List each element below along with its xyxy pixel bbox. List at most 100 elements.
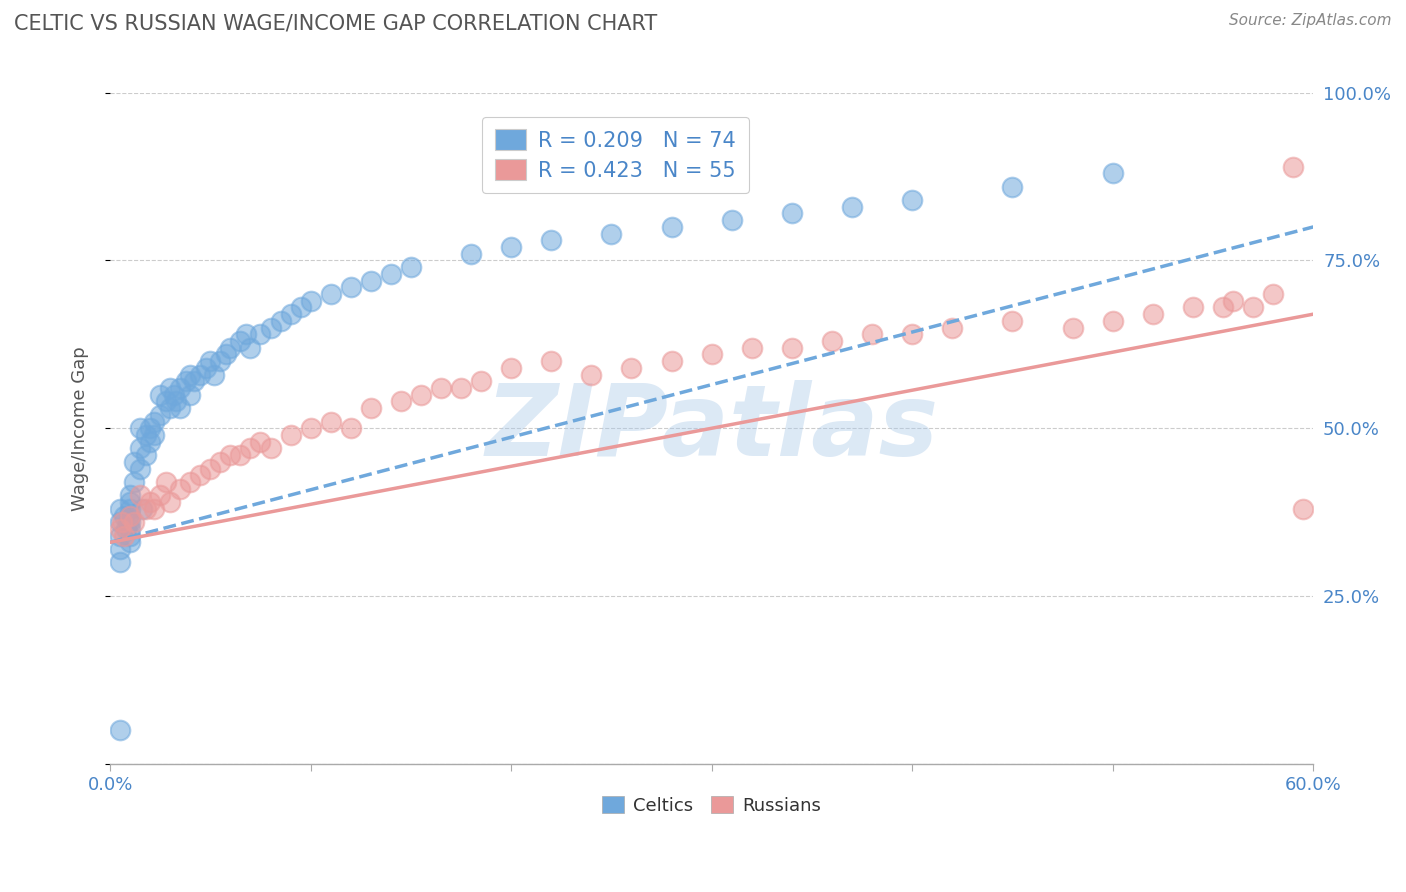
Point xyxy=(159,495,181,509)
Point xyxy=(120,515,142,529)
Point xyxy=(780,206,803,220)
Point xyxy=(239,341,262,355)
Point xyxy=(1142,307,1164,321)
Point xyxy=(165,394,187,409)
Point xyxy=(249,434,271,449)
Point xyxy=(319,415,342,429)
Point xyxy=(108,528,131,542)
Point xyxy=(112,508,135,523)
Point xyxy=(409,387,432,401)
Point xyxy=(1101,166,1123,180)
Point xyxy=(169,381,191,395)
Point xyxy=(129,442,152,456)
Point xyxy=(741,341,763,355)
Point xyxy=(219,448,242,462)
Point xyxy=(169,401,191,416)
Point xyxy=(259,442,281,456)
Point xyxy=(540,233,562,247)
Point xyxy=(120,508,142,523)
Point xyxy=(235,327,257,342)
Point xyxy=(139,421,162,435)
Point xyxy=(111,515,134,529)
Point xyxy=(215,347,238,361)
Point xyxy=(108,542,131,557)
Point xyxy=(450,381,472,395)
Point xyxy=(219,341,242,355)
Point xyxy=(149,488,172,502)
Point xyxy=(155,394,177,409)
Text: Source: ZipAtlas.com: Source: ZipAtlas.com xyxy=(1229,13,1392,29)
Point xyxy=(149,408,172,422)
Point xyxy=(1222,293,1244,308)
Point xyxy=(108,522,131,536)
Point xyxy=(179,475,201,489)
Point xyxy=(1001,179,1024,194)
Point xyxy=(460,246,482,260)
Point xyxy=(120,535,142,549)
Point xyxy=(108,501,131,516)
Point xyxy=(117,515,139,529)
Point xyxy=(122,515,145,529)
Point xyxy=(249,327,271,342)
Point xyxy=(470,374,492,388)
Point xyxy=(155,475,177,489)
Point xyxy=(339,280,361,294)
Point xyxy=(360,274,382,288)
Point xyxy=(280,307,302,321)
Point xyxy=(229,448,252,462)
Point xyxy=(179,387,201,401)
Point xyxy=(901,193,924,207)
Point xyxy=(179,368,201,382)
Point xyxy=(108,723,131,738)
Point xyxy=(174,374,197,388)
Point xyxy=(661,219,683,234)
Point xyxy=(120,522,142,536)
Point xyxy=(860,327,883,342)
Point xyxy=(202,368,225,382)
Text: CELTIC VS RUSSIAN WAGE/INCOME GAP CORRELATION CHART: CELTIC VS RUSSIAN WAGE/INCOME GAP CORREL… xyxy=(14,13,658,33)
Point xyxy=(120,501,142,516)
Point xyxy=(389,394,412,409)
Point xyxy=(1263,287,1285,301)
Point xyxy=(120,488,142,502)
Point xyxy=(143,501,166,516)
Point xyxy=(239,442,262,456)
Point xyxy=(720,213,742,227)
Y-axis label: Wage/Income Gap: Wage/Income Gap xyxy=(72,346,89,510)
Point xyxy=(195,360,218,375)
Point xyxy=(169,482,191,496)
Point xyxy=(129,488,152,502)
Point xyxy=(399,260,422,275)
Point xyxy=(501,240,523,254)
Point xyxy=(339,421,361,435)
Point xyxy=(135,448,157,462)
Point xyxy=(163,387,186,401)
Point xyxy=(112,528,135,542)
Point xyxy=(1181,301,1204,315)
Point xyxy=(1101,314,1123,328)
Point xyxy=(139,434,162,449)
Point xyxy=(200,354,222,368)
Point xyxy=(380,267,402,281)
Point xyxy=(620,360,643,375)
Point xyxy=(149,387,172,401)
Point xyxy=(581,368,603,382)
Point xyxy=(600,227,623,241)
Point xyxy=(120,528,142,542)
Point xyxy=(319,287,342,301)
Point xyxy=(270,314,292,328)
Point xyxy=(129,421,152,435)
Text: ZIPatlas: ZIPatlas xyxy=(485,380,938,476)
Point xyxy=(129,461,152,475)
Point xyxy=(661,354,683,368)
Point xyxy=(135,428,157,442)
Point xyxy=(135,501,157,516)
Point xyxy=(430,381,453,395)
Point xyxy=(941,320,963,334)
Point xyxy=(120,508,142,523)
Point xyxy=(143,428,166,442)
Point xyxy=(1001,314,1024,328)
Point xyxy=(360,401,382,416)
Point xyxy=(122,475,145,489)
Point xyxy=(159,381,181,395)
